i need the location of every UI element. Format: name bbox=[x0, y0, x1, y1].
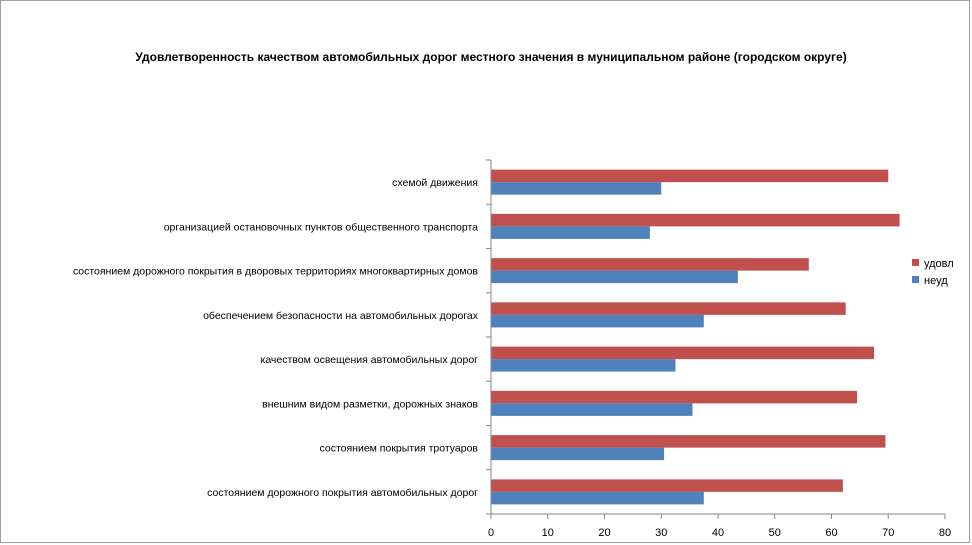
bar-udovl-5 bbox=[491, 390, 858, 404]
y-tick-label: состоянием дорожного покрытия в дворовых… bbox=[73, 266, 479, 278]
y-tick-label: схемой движения bbox=[392, 177, 478, 189]
y-tick-label: состоянием покрытия тротуаров bbox=[319, 443, 478, 455]
bar-udovl-0 bbox=[491, 169, 889, 183]
bar-neud-3 bbox=[491, 314, 704, 328]
legend: удовл неуд bbox=[912, 258, 954, 287]
bar-udovl-3 bbox=[491, 302, 846, 315]
y-tick-labels: схемой движения организацией остановочных… bbox=[73, 177, 479, 499]
bar-neud-7 bbox=[491, 491, 704, 505]
bar-neud-5 bbox=[491, 403, 693, 416]
bar-udovl-1 bbox=[491, 213, 900, 227]
bar-udovl-2 bbox=[491, 258, 809, 271]
bar-udovl-6 bbox=[491, 435, 886, 448]
x-tick-label: 30 bbox=[655, 527, 667, 539]
bar-neud-2 bbox=[491, 270, 738, 284]
x-tick-label: 0 bbox=[488, 527, 494, 539]
y-tick-label: организацией остановочных пунктов общест… bbox=[164, 221, 478, 233]
bar-neud-0 bbox=[491, 182, 662, 195]
axes-group bbox=[486, 159, 946, 519]
bar-neud-4 bbox=[491, 359, 676, 372]
y-tick-label: обеспечением безопасности на автомобильн… bbox=[203, 310, 479, 322]
chart-title: Удовлетворенность качеством автомобильны… bbox=[135, 50, 847, 64]
legend-label-udovl: удовл bbox=[924, 258, 954, 270]
x-tick-label: 80 bbox=[939, 527, 951, 539]
bar-udovl-7 bbox=[491, 479, 843, 492]
x-tick-label: 50 bbox=[769, 527, 781, 539]
bar-udovl-4 bbox=[491, 346, 875, 360]
legend-swatch-neud bbox=[912, 276, 919, 283]
x-tick-label: 60 bbox=[825, 527, 837, 539]
bars-group bbox=[491, 169, 900, 505]
legend-swatch-udovl bbox=[912, 259, 919, 266]
y-tick-label: качеством освещения автомобильных дорог bbox=[261, 354, 479, 366]
x-tick-label: 10 bbox=[542, 527, 554, 539]
x-tick-label: 20 bbox=[598, 527, 610, 539]
bar-neud-1 bbox=[491, 226, 650, 239]
y-tick-label: внешним видом разметки, дорожных знаков bbox=[262, 398, 478, 410]
bar-neud-6 bbox=[491, 447, 665, 461]
y-tick-label: состоянием дорожного покрытия автомобиль… bbox=[207, 487, 478, 499]
x-tick-label: 70 bbox=[882, 527, 894, 539]
x-tick-labels: 0 10 20 30 40 50 60 70 80 bbox=[488, 527, 951, 539]
legend-label-neud: неуд bbox=[924, 275, 948, 287]
x-tick-label: 40 bbox=[712, 527, 724, 539]
